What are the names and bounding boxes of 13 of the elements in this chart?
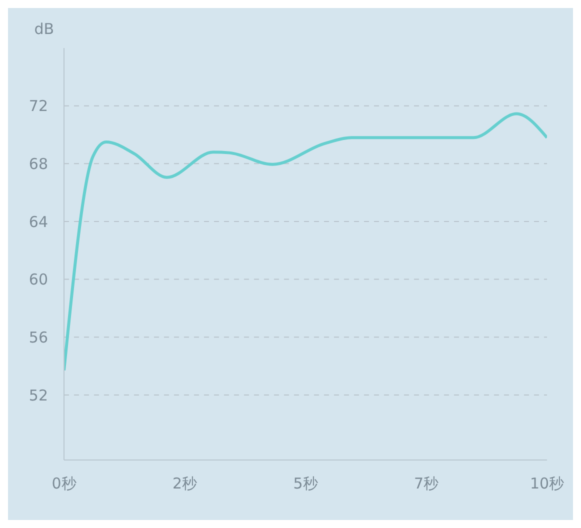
line-series [64, 112, 547, 372]
y-tick-label: 60 [28, 270, 48, 289]
y-tick-label: 64 [28, 212, 48, 231]
x-tick-label: 10秒 [530, 474, 564, 493]
x-tick-label: 7秒 [414, 474, 439, 493]
y-tick-label: 72 [28, 97, 48, 116]
y-axis-title: dB [34, 20, 54, 38]
x-tick-label: 0秒 [52, 474, 76, 493]
y-tick-label: 68 [28, 154, 48, 173]
y-tick-label: 56 [28, 328, 48, 346]
x-tick-label: 5秒 [293, 474, 318, 493]
y-tick-label: 52 [28, 386, 48, 404]
x-tick-label: 2秒 [172, 474, 198, 493]
